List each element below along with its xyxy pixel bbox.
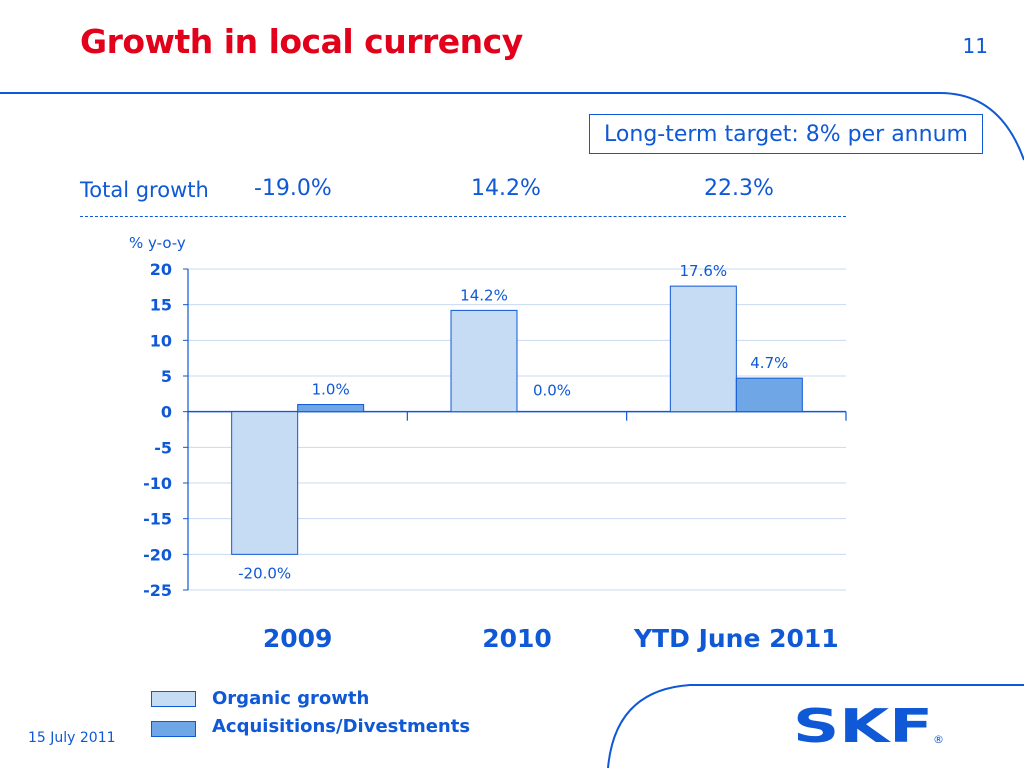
data-label-organic: 14.2%: [460, 286, 508, 304]
total-growth-2010: 14.2%: [471, 176, 541, 201]
skf-logo: SKF: [793, 706, 933, 746]
y-tick-label: -20: [143, 545, 172, 564]
x-category-label: YTD June 2011: [633, 624, 839, 653]
x-category-label: 2010: [482, 624, 552, 653]
y-tick-label: -25: [143, 581, 172, 600]
y-tick-label: 5: [161, 367, 172, 386]
skf-logo-text: SKF: [793, 706, 933, 746]
legend-swatch-acquisitions: [151, 721, 196, 737]
data-label-acquisitions: 0.0%: [533, 382, 571, 400]
registered-mark: ®: [933, 733, 944, 746]
legend-label-organic: Organic growth: [212, 688, 370, 709]
data-label-organic: 17.6%: [680, 262, 728, 280]
legend-swatch-organic: [151, 691, 196, 707]
total-growth-label: Total growth: [80, 178, 209, 202]
total-growth-2009: -19.0%: [254, 176, 332, 201]
y-tick-label: 0: [161, 403, 172, 422]
y-tick-label: -5: [154, 438, 172, 457]
y-tick-label: -15: [143, 510, 172, 529]
bar-organic: [669, 285, 737, 413]
y-tick-label: 20: [150, 260, 172, 279]
legend-label-acquisitions: Acquisitions/Divestments: [212, 716, 471, 737]
dashed-separator: [80, 216, 846, 217]
data-label-acquisitions: 1.0%: [312, 381, 350, 399]
y-tick-label: -10: [143, 474, 172, 493]
data-label-acquisitions: 4.7%: [750, 354, 788, 372]
x-category-label: 2009: [263, 624, 333, 653]
page-number: 11: [962, 34, 988, 58]
y-tick-label: 10: [150, 331, 172, 350]
bar-acquisitions: [735, 377, 803, 413]
data-label-organic: -20.0%: [238, 564, 291, 582]
page-title: Growth in local currency: [80, 22, 523, 61]
slide-date: 15 July 2011: [28, 730, 116, 746]
y-tick-label: 15: [150, 296, 172, 315]
total-growth-ytd-2011: 22.3%: [704, 176, 774, 201]
long-term-target-box: Long-term target: 8% per annum: [589, 114, 983, 154]
bar-organic: [231, 411, 299, 555]
bar-acquisitions: [297, 404, 365, 413]
y-axis-label: % y-o-y: [129, 234, 186, 252]
bar-organic: [450, 309, 518, 413]
